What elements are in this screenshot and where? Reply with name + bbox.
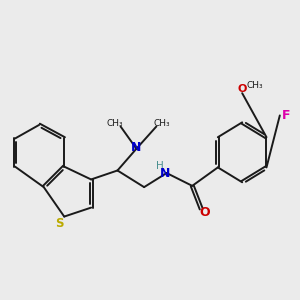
Text: H: H: [156, 161, 163, 171]
Text: CH₃: CH₃: [154, 119, 170, 128]
Text: CH₃: CH₃: [246, 81, 263, 90]
Text: N: N: [160, 167, 170, 179]
Text: O: O: [200, 206, 210, 219]
Text: N: N: [131, 141, 142, 154]
Text: O: O: [238, 84, 247, 94]
Text: S: S: [56, 217, 64, 230]
Text: CH₃: CH₃: [106, 119, 123, 128]
Text: F: F: [282, 109, 290, 122]
